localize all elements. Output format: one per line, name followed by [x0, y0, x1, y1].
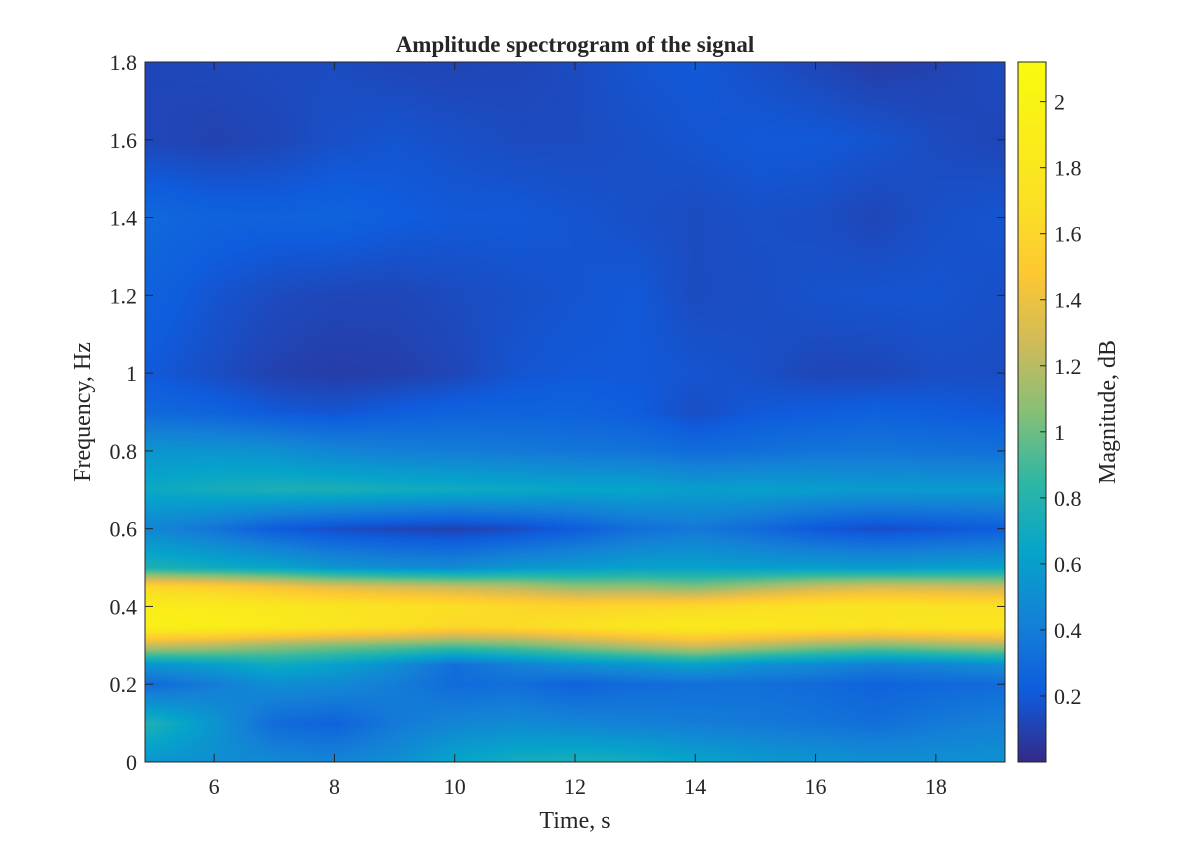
colorbar-tick-label: 0.6	[1054, 552, 1082, 577]
colorbar-tick-label: 1.2	[1054, 354, 1082, 379]
y-axis: 0 0.2 0.4 0.6 0.8 1 1.2 1.4 1.6 1.8	[110, 50, 1005, 775]
spectrogram-heatmap	[145, 62, 1005, 762]
x-tick-label: 8	[329, 774, 340, 799]
x-axis-label: Time, s	[539, 808, 610, 834]
y-tick-label: 1.2	[110, 283, 138, 308]
y-tick-label: 0.6	[110, 517, 138, 542]
y-axis-label: Frequency, Hz	[70, 342, 96, 482]
x-axis: 6 8 10 12 14 16 18	[209, 62, 947, 799]
colorbar-tick-label: 1.8	[1054, 156, 1082, 181]
colorbar-tick-label: 2	[1054, 90, 1065, 115]
y-tick-label: 1.4	[110, 206, 138, 231]
y-tick-label: 0.4	[110, 594, 138, 619]
y-tick-label: 1.6	[110, 128, 138, 153]
colorbar-tick-label: 0.2	[1054, 684, 1082, 709]
colorbar-frame	[1017, 61, 1047, 763]
colorbar-tick-label: 1.6	[1054, 222, 1082, 247]
colorbar-tick-label: 1	[1054, 420, 1065, 445]
y-tick-label: 0	[126, 750, 137, 775]
colorbar-gradient	[1018, 62, 1046, 762]
y-tick-label: 1	[126, 361, 137, 386]
y-tick-label: 0.2	[110, 672, 138, 697]
x-tick-label: 16	[805, 774, 827, 799]
x-tick-label: 10	[444, 774, 466, 799]
x-tick-label: 6	[209, 774, 220, 799]
y-tick-label: 0.8	[110, 439, 138, 464]
colorbar-tick-label: 0.8	[1054, 486, 1082, 511]
chart-title: Amplitude spectrogram of the signal	[396, 32, 755, 57]
y-tick-label: 1.8	[110, 50, 138, 75]
x-tick-label: 12	[564, 774, 586, 799]
x-tick-label: 18	[925, 774, 947, 799]
colorbar-label: Magnitude, dB	[1095, 340, 1121, 484]
x-tick-label: 14	[684, 774, 706, 799]
colorbar-tick-label: 0.4	[1054, 618, 1082, 643]
plot-area	[144, 61, 1006, 763]
colorbar: 0.2 0.4 0.6 0.8 1 1.2 1.4 1.6 1.8 2	[1017, 61, 1082, 763]
colorbar-ticks: 0.2 0.4 0.6 0.8 1 1.2 1.4 1.6 1.8 2	[1040, 90, 1082, 709]
colorbar-tick-label: 1.4	[1054, 288, 1082, 313]
